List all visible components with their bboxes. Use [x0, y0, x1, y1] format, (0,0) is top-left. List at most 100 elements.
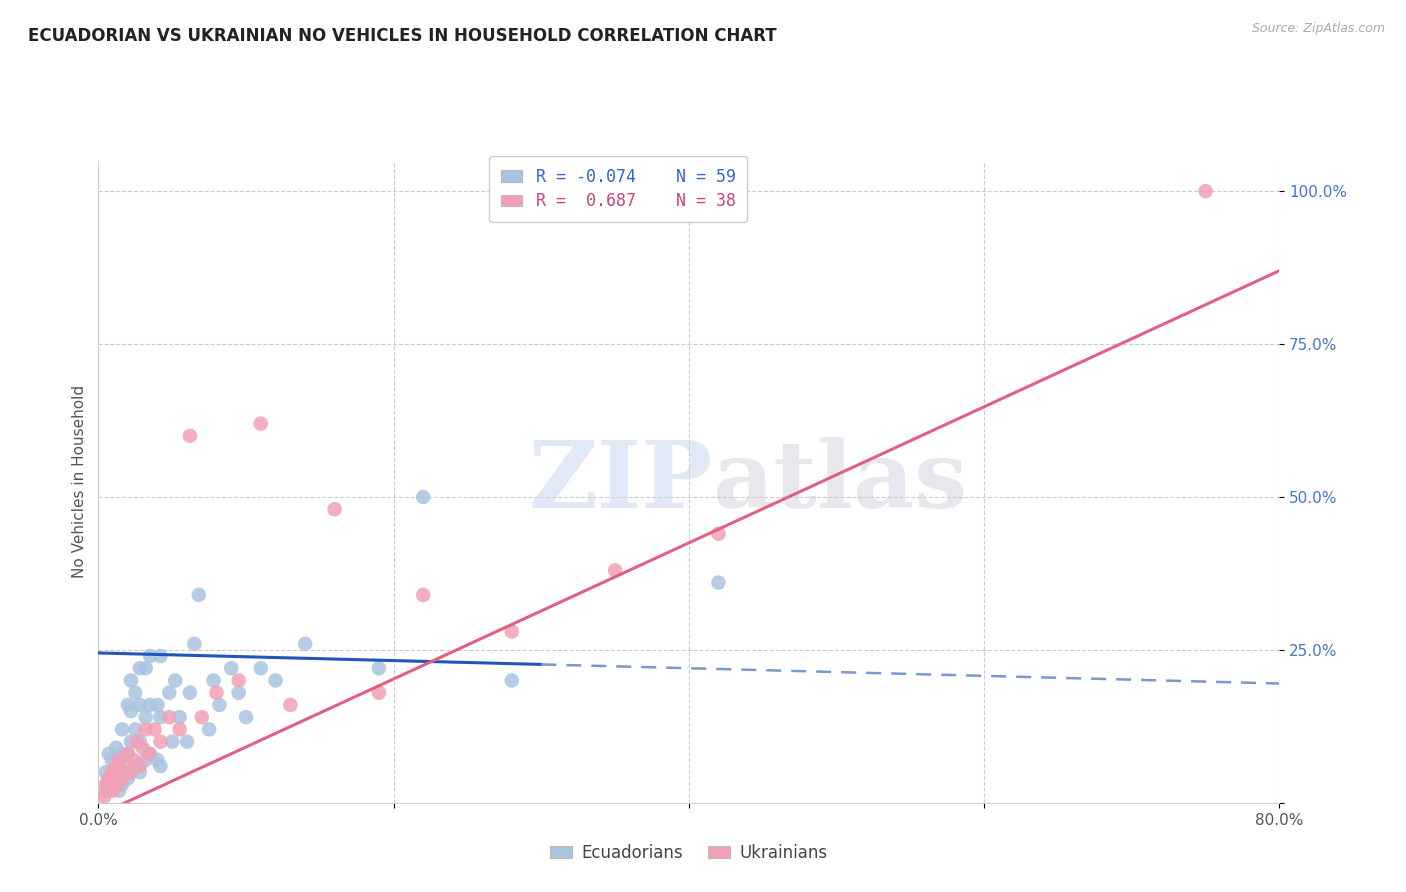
Point [139, 747, 162, 761]
Point [120, 734, 142, 748]
Point [94, 777, 117, 791]
Point [128, 698, 150, 712]
Point [108, 753, 131, 767]
Point [501, 624, 523, 639]
Point [94, 783, 117, 797]
Point [143, 723, 166, 737]
Point [122, 753, 145, 767]
Point [94, 765, 117, 780]
Point [120, 765, 142, 780]
Point [228, 673, 250, 688]
Point [191, 710, 214, 724]
Point [97, 772, 120, 786]
Point [111, 747, 134, 761]
Point [169, 723, 191, 737]
Point [412, 588, 434, 602]
Point [139, 648, 162, 663]
Point [294, 637, 316, 651]
Text: Source: ZipAtlas.com: Source: ZipAtlas.com [1251, 22, 1385, 36]
Point [117, 772, 139, 786]
Point [111, 772, 134, 786]
Point [149, 759, 172, 773]
Text: atlas: atlas [713, 437, 967, 526]
Point [124, 686, 146, 700]
Point [146, 698, 169, 712]
Point [111, 723, 134, 737]
Point [135, 723, 157, 737]
Point [93, 789, 115, 804]
Point [707, 575, 730, 590]
Point [124, 759, 146, 773]
Point [128, 765, 150, 780]
Point [128, 759, 150, 773]
Point [264, 673, 287, 688]
Point [176, 734, 198, 748]
Point [111, 777, 134, 791]
Point [179, 686, 201, 700]
Point [235, 710, 257, 724]
Point [208, 698, 231, 712]
Point [105, 759, 128, 773]
Point [250, 417, 273, 431]
Point [128, 661, 150, 675]
Point [120, 765, 142, 780]
Point [183, 637, 205, 651]
Point [187, 588, 209, 602]
Point [149, 648, 172, 663]
Point [501, 673, 523, 688]
Point [132, 740, 155, 755]
Point [107, 777, 129, 791]
Text: ECUADORIAN VS UKRAINIAN NO VEHICLES IN HOUSEHOLD CORRELATION CHART: ECUADORIAN VS UKRAINIAN NO VEHICLES IN H… [28, 27, 776, 45]
Point [179, 429, 201, 443]
Point [135, 710, 157, 724]
Point [100, 777, 122, 791]
Point [103, 783, 125, 797]
Point [128, 734, 150, 748]
Point [135, 753, 157, 767]
Point [250, 661, 273, 675]
Point [157, 710, 180, 724]
Point [146, 753, 169, 767]
Point [165, 673, 187, 688]
Point [98, 777, 121, 791]
Point [117, 747, 139, 761]
Point [707, 526, 730, 541]
Point [605, 563, 627, 577]
Point [97, 747, 120, 761]
Point [105, 772, 128, 786]
Point [368, 661, 391, 675]
Legend: Ecuadorians, Ukrainians: Ecuadorians, Ukrainians [543, 837, 835, 868]
Point [124, 723, 146, 737]
Point [114, 759, 136, 773]
Point [278, 698, 302, 712]
Point [157, 686, 180, 700]
Point [104, 772, 127, 786]
Point [117, 747, 139, 761]
Point [108, 783, 131, 797]
Point [323, 502, 346, 516]
Point [162, 734, 183, 748]
Point [149, 710, 172, 724]
Point [117, 698, 139, 712]
Point [149, 734, 172, 748]
Point [1195, 184, 1218, 198]
Point [100, 765, 122, 780]
Point [139, 698, 162, 712]
Point [100, 753, 122, 767]
Point [120, 673, 142, 688]
Point [135, 661, 157, 675]
Point [120, 704, 142, 718]
Point [105, 740, 128, 755]
Point [368, 686, 391, 700]
Point [96, 783, 118, 797]
Point [138, 747, 160, 761]
Text: ZIP: ZIP [529, 437, 713, 526]
Point [169, 710, 191, 724]
Point [108, 759, 131, 773]
Point [412, 490, 434, 504]
Point [228, 686, 250, 700]
Point [125, 734, 148, 748]
Y-axis label: No Vehicles in Household: No Vehicles in Household [72, 385, 87, 578]
Point [202, 673, 225, 688]
Point [219, 661, 242, 675]
